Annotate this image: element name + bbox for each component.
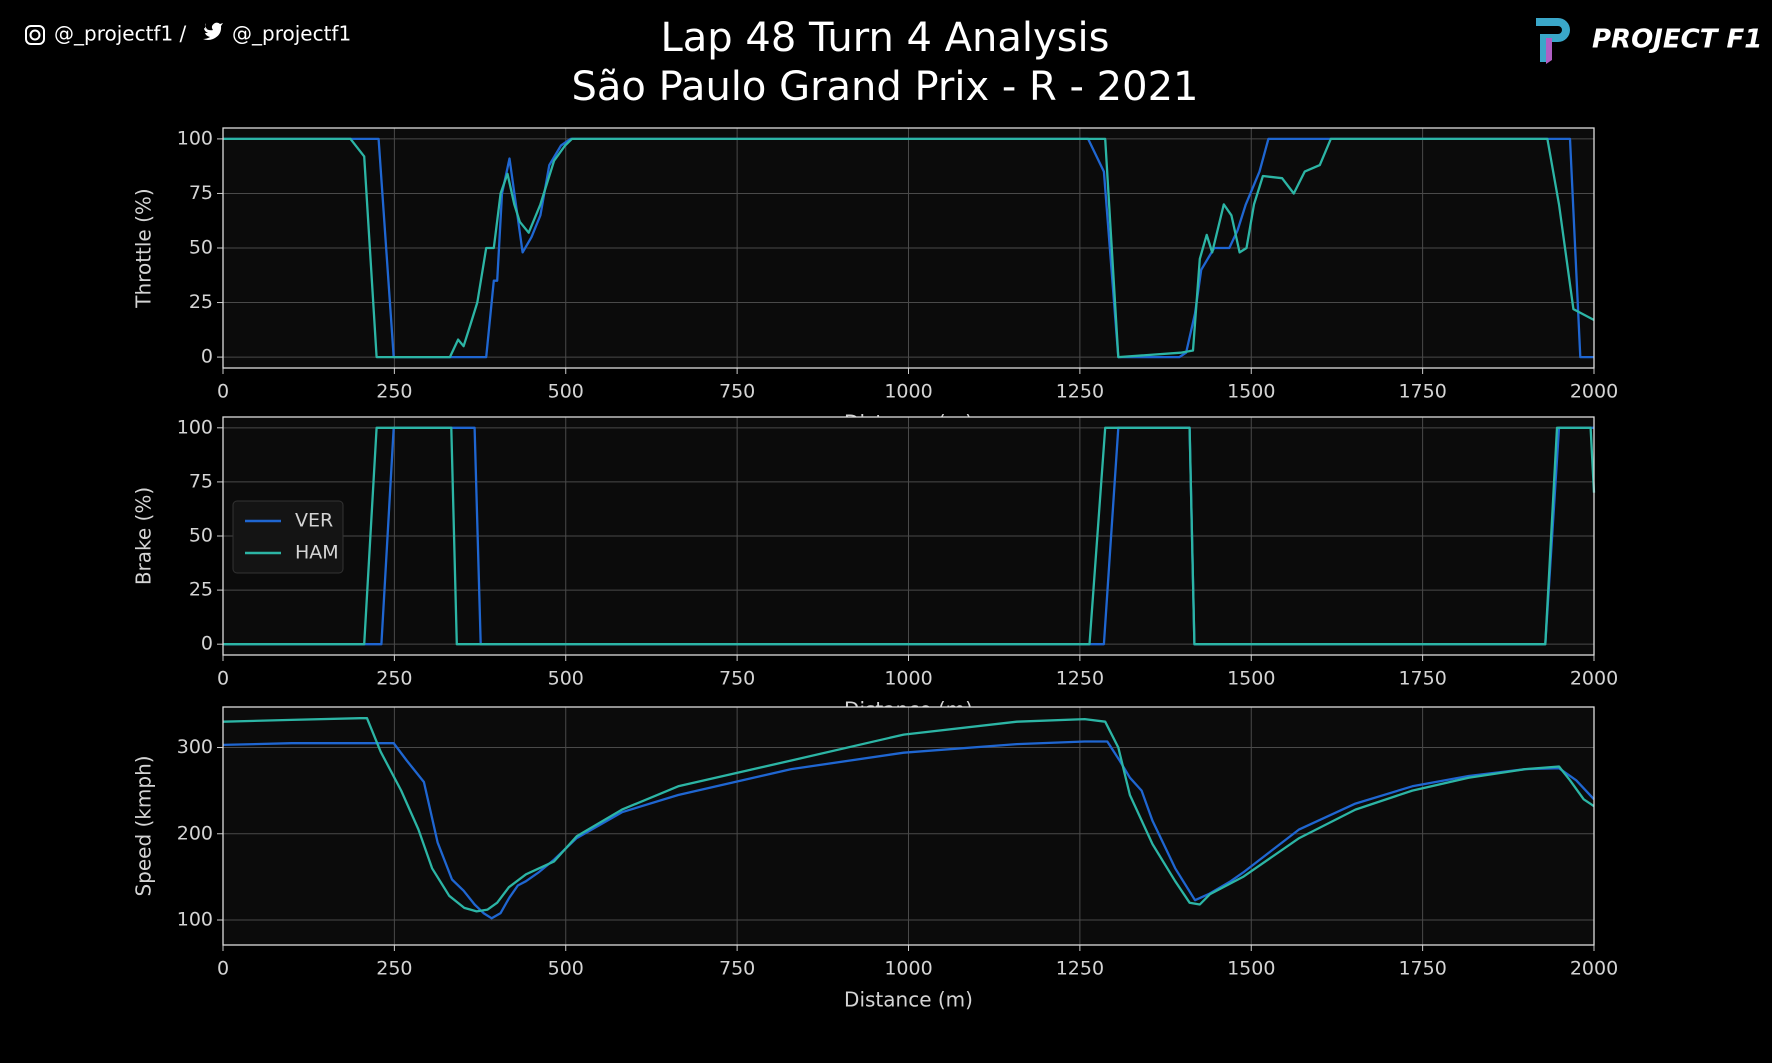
social-handles: @_projectf1 / @_projectf1: [25, 22, 351, 46]
y-axis-label: Throttle (%): [132, 188, 156, 308]
y-tick-label: 75: [189, 470, 213, 492]
x-tick-label: 1250: [1056, 668, 1104, 690]
y-tick-label: 100: [177, 908, 213, 930]
x-tick-label: 2000: [1570, 958, 1618, 980]
x-tick-label: 250: [376, 668, 412, 690]
y-tick-label: 0: [201, 346, 213, 368]
x-tick-label: 1500: [1227, 958, 1275, 980]
logo-mark: [1536, 18, 1570, 62]
x-tick-label: 0: [217, 381, 229, 403]
x-tick-label: 750: [719, 958, 755, 980]
x-tick-label: 1750: [1398, 958, 1446, 980]
x-tick-label: 2000: [1570, 668, 1618, 690]
data-line: [223, 426, 1596, 646]
chart-subtitle: São Paulo Grand Prix - R - 2021: [572, 64, 1199, 110]
y-tick-label: 100: [177, 127, 213, 149]
plot-frame: [222, 416, 1595, 656]
y-tick-label: 25: [189, 291, 213, 313]
y-tick-label: 50: [189, 237, 213, 259]
y-tick-label: 0: [201, 633, 213, 655]
y-tick-label: 75: [189, 182, 213, 204]
x-tick-label: 1250: [1056, 381, 1104, 403]
x-tick-label: 1000: [884, 668, 932, 690]
data-line: [222, 717, 1595, 913]
x-tick-label: 500: [548, 381, 584, 403]
handle: @_projectf1 /: [54, 22, 187, 46]
x-tick-label: 0: [217, 958, 229, 980]
data-line: [223, 137, 1594, 359]
data-line: [223, 137, 1595, 359]
x-tick-label: 1500: [1227, 668, 1275, 690]
x-tick-label: 500: [548, 668, 584, 690]
y-axis-label: Speed (kmph): [132, 755, 156, 896]
x-axis-label: Distance (m): [844, 988, 973, 1012]
y-tick-label: 300: [177, 736, 213, 758]
legend-box: [232, 500, 344, 574]
legend-label: VER: [295, 510, 333, 532]
plot-frame: [222, 706, 1595, 946]
x-tick-label: 0: [217, 668, 229, 690]
x-tick-label: 1750: [1398, 381, 1446, 403]
instagram-icon: [25, 25, 45, 45]
x-tick-label: 750: [719, 381, 755, 403]
x-tick-label: 250: [376, 958, 412, 980]
logo-mark: [1546, 38, 1552, 64]
x-tick-label: 1000: [884, 381, 932, 403]
y-tick-label: 25: [189, 579, 213, 601]
x-tick-label: 250: [376, 381, 412, 403]
y-tick-label: 50: [189, 525, 213, 547]
handle: @_projectf1: [232, 22, 351, 46]
x-tick-label: 1000: [884, 958, 932, 980]
x-tick-label: 500: [548, 958, 584, 980]
legend-label: HAM: [295, 542, 339, 564]
logo-text: PROJECT F1: [1592, 25, 1762, 55]
x-tick-label: 750: [719, 668, 755, 690]
x-tick-label: 1750: [1398, 668, 1446, 690]
logo: PROJECT F1: [1536, 18, 1762, 64]
x-tick-label: 1500: [1227, 381, 1275, 403]
twitter-icon: [203, 22, 223, 40]
x-tick-label: 2000: [1570, 381, 1618, 403]
y-tick-label: 100: [177, 416, 213, 438]
y-axis-label: Brake (%): [132, 487, 156, 585]
x-tick-label: 1250: [1056, 958, 1104, 980]
instagram-icon-lens: [29, 29, 41, 41]
y-tick-label: 200: [177, 822, 213, 844]
plot-frame: [222, 127, 1595, 369]
data-line: [222, 740, 1595, 920]
chart-title: Lap 48 Turn 4 Analysis: [660, 15, 1109, 61]
